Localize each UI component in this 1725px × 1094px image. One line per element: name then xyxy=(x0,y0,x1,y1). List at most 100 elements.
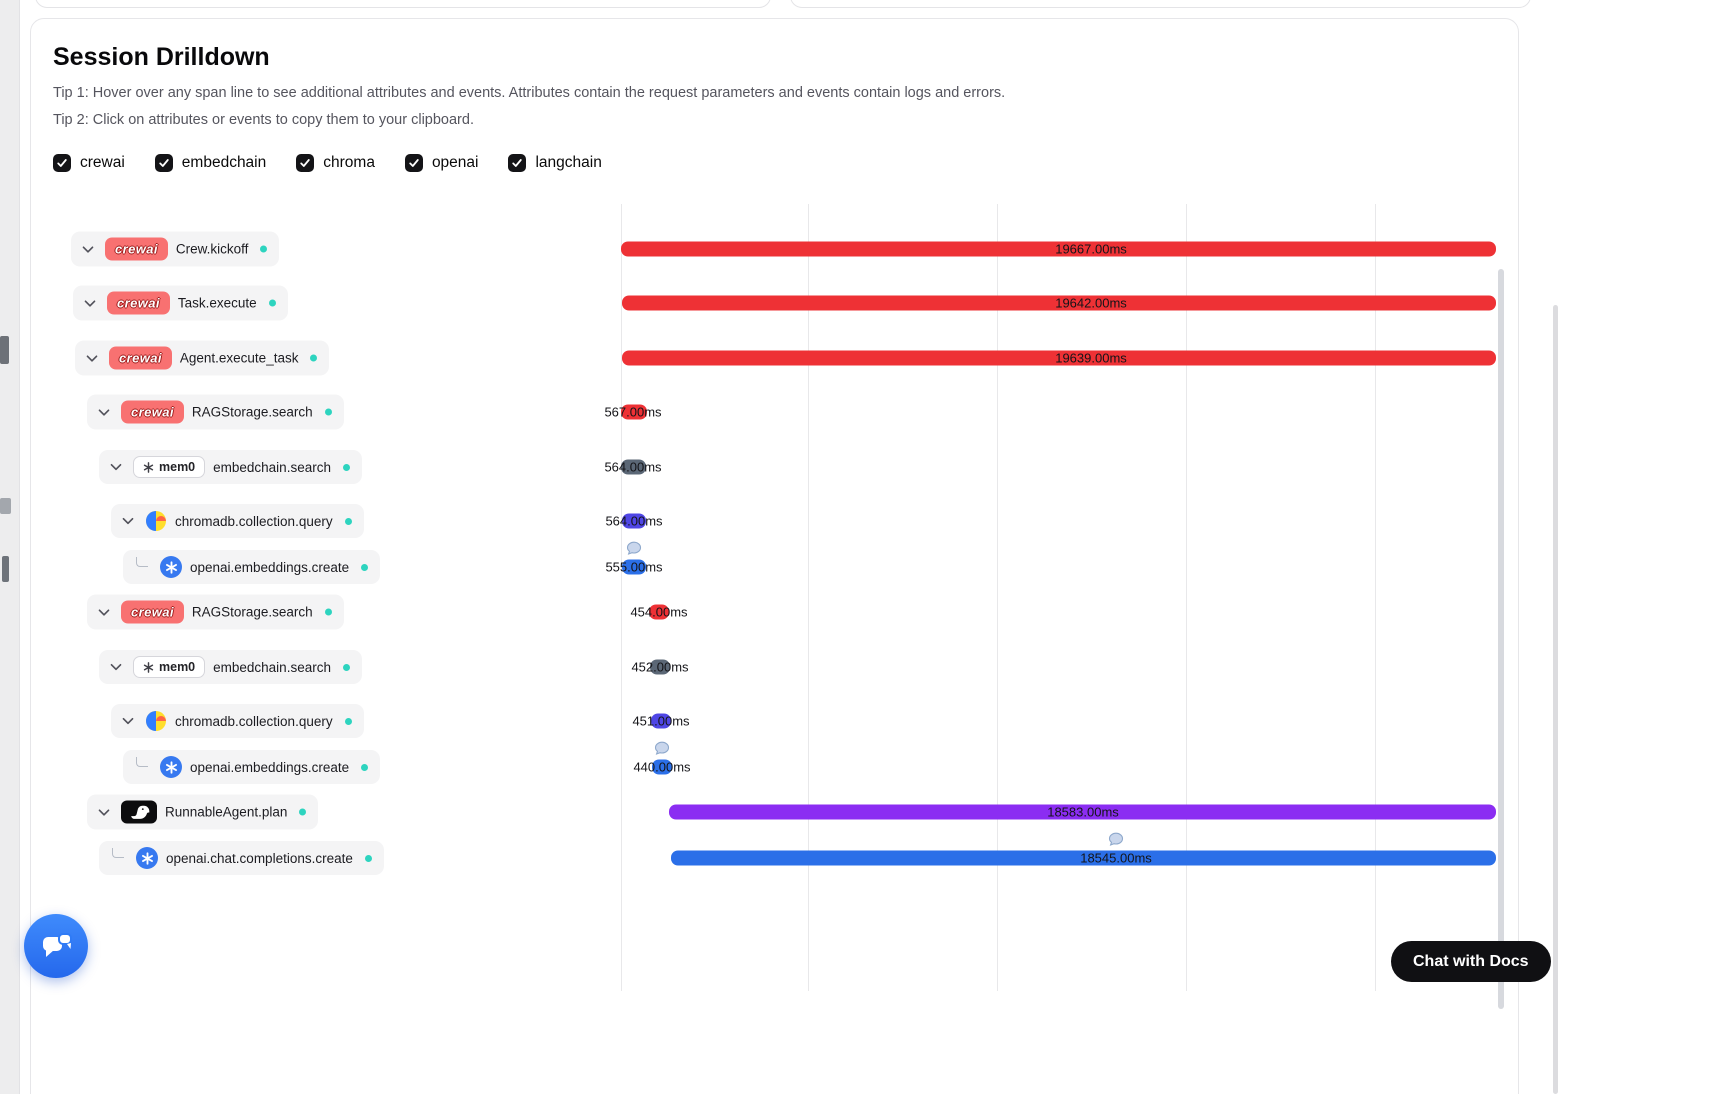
chevron-down-icon[interactable] xyxy=(95,803,113,821)
filter-crewai[interactable]: crewai xyxy=(53,154,125,172)
span-label-chip[interactable]: openai.embeddings.create xyxy=(123,750,381,784)
chat-bubbles-icon xyxy=(43,933,72,957)
filter-langchain[interactable]: langchain xyxy=(508,154,602,172)
crewai-logo: crewai xyxy=(121,600,184,624)
span-label-chip[interactable]: mem0 embedchain.search xyxy=(99,450,362,484)
span-name: Task.execute xyxy=(177,295,257,311)
timeline-gridline xyxy=(997,204,998,991)
event-marker-bubble-icon[interactable] xyxy=(1108,832,1124,852)
span-bar[interactable] xyxy=(650,659,670,675)
span-bar[interactable] xyxy=(649,604,669,620)
span-label-chip[interactable]: openai.embeddings.create xyxy=(123,550,381,584)
status-dot xyxy=(342,463,350,471)
span-label-chip[interactable]: chromadb.collection.query xyxy=(111,704,364,738)
left-panel-artifact xyxy=(2,556,9,582)
span-label-chip[interactable]: mem0 embedchain.search xyxy=(99,650,362,684)
span-duration: 567.00ms xyxy=(604,404,662,420)
event-marker-bubble-icon[interactable] xyxy=(654,741,670,761)
filter-label: openai xyxy=(431,154,479,171)
filter-chroma[interactable]: chroma xyxy=(296,154,375,172)
span-label-chip[interactable]: crewai RAGStorage.search xyxy=(87,594,344,630)
left-panel-artifact xyxy=(0,498,11,514)
filter-embedchain[interactable]: embedchain xyxy=(154,154,266,172)
session-drilldown-card: Session Drilldown Tip 1: Hover over any … xyxy=(30,18,1519,1094)
trace-row: openai.embeddings.create 440.00ms xyxy=(31,741,1518,790)
span-bar[interactable] xyxy=(621,241,1496,257)
span-bar[interactable] xyxy=(669,804,1496,820)
span-name: embedchain.search xyxy=(213,459,331,475)
chevron-down-icon[interactable] xyxy=(95,603,113,621)
span-label-chip[interactable]: RunnableAgent.plan xyxy=(87,794,319,830)
checkbox-checked-icon[interactable] xyxy=(154,154,173,172)
top-partial-card-right xyxy=(790,0,1531,8)
span-bar[interactable] xyxy=(671,850,1496,866)
trace-row: crewai RAGStorage.search 567.00ms xyxy=(31,389,1518,435)
chevron-down-icon[interactable] xyxy=(119,712,137,730)
tip-2-text: Tip 2: Click on attributes or events to … xyxy=(53,112,474,128)
collapsed-left-panel[interactable] xyxy=(0,0,20,1094)
chevron-down-icon[interactable] xyxy=(107,458,125,476)
span-label-chip[interactable]: crewai Task.execute xyxy=(73,285,288,321)
chat-widget-button[interactable] xyxy=(24,914,88,978)
span-duration: 451.00ms xyxy=(632,713,690,729)
trace-scrollbar[interactable] xyxy=(1498,269,1504,1009)
span-bar[interactable] xyxy=(652,759,672,775)
span-name: RAGStorage.search xyxy=(191,404,313,420)
status-dot xyxy=(324,408,332,416)
provider-filters: crewai embedchain chroma openai langchai… xyxy=(53,154,602,172)
span-label-chip[interactable]: crewai Agent.execute_task xyxy=(75,340,330,376)
span-duration: 454.00ms xyxy=(630,604,688,620)
span-name: chromadb.collection.query xyxy=(175,513,333,529)
chevron-down-icon[interactable] xyxy=(107,658,125,676)
event-marker-bubble-icon[interactable] xyxy=(626,541,642,561)
chevron-down-icon[interactable] xyxy=(81,294,99,312)
span-name: openai.embeddings.create xyxy=(190,559,350,575)
timeline-gridline xyxy=(1375,204,1376,991)
page-scrollbar[interactable] xyxy=(1553,305,1558,1094)
chevron-down-icon[interactable] xyxy=(79,240,97,258)
span-bar[interactable] xyxy=(622,350,1496,366)
span-bar[interactable] xyxy=(621,459,646,475)
chroma-logo-icon xyxy=(145,510,167,532)
filter-label: chroma xyxy=(323,154,375,171)
span-name: chromadb.collection.query xyxy=(175,713,333,729)
span-label-chip[interactable]: chromadb.collection.query xyxy=(111,504,364,538)
chevron-down-icon[interactable] xyxy=(95,403,113,421)
trace-row: mem0 embedchain.search 564.00ms xyxy=(31,444,1518,490)
checkbox-checked-icon[interactable] xyxy=(508,154,527,172)
span-bar[interactable] xyxy=(622,295,1496,311)
span-duration: 555.00ms xyxy=(605,559,663,575)
span-name: openai.embeddings.create xyxy=(190,759,350,775)
status-dot xyxy=(344,517,352,525)
page-title: Session Drilldown xyxy=(53,43,270,71)
status-dot xyxy=(342,663,350,671)
span-label-chip[interactable]: crewai RAGStorage.search xyxy=(87,394,344,430)
chevron-down-icon[interactable] xyxy=(119,512,137,530)
status-dot xyxy=(364,854,372,862)
span-duration: 564.00ms xyxy=(604,459,662,475)
chevron-down-icon[interactable] xyxy=(83,349,101,367)
status-dot xyxy=(361,563,369,571)
tree-elbow-connector xyxy=(112,848,124,858)
span-label-chip[interactable]: openai.chat.completions.create xyxy=(99,841,384,875)
trace-row: crewai Agent.execute_task 19639.00ms xyxy=(31,335,1518,381)
span-bar[interactable] xyxy=(621,404,647,420)
span-bar[interactable] xyxy=(622,513,646,529)
trace-row: crewai RAGStorage.search 454.00ms xyxy=(31,589,1518,635)
span-bar[interactable] xyxy=(622,559,646,575)
span-bar[interactable] xyxy=(651,713,671,729)
span-label-chip[interactable]: crewai Crew.kickoff xyxy=(71,231,280,267)
left-panel-artifact xyxy=(0,336,9,364)
trace-row: chromadb.collection.query 564.00ms xyxy=(31,498,1518,544)
checkbox-checked-icon[interactable] xyxy=(404,154,423,172)
filter-openai[interactable]: openai xyxy=(404,154,479,172)
mem0-logo: mem0 xyxy=(133,456,206,478)
status-dot xyxy=(324,608,332,616)
chroma-logo-icon xyxy=(145,710,167,732)
chat-with-docs-button[interactable]: Chat with Docs xyxy=(1391,941,1551,982)
span-name: Crew.kickoff xyxy=(175,241,249,257)
crewai-logo: crewai xyxy=(105,237,168,261)
checkbox-checked-icon[interactable] xyxy=(296,154,315,172)
openai-logo-icon xyxy=(136,847,158,869)
checkbox-checked-icon[interactable] xyxy=(53,154,71,172)
